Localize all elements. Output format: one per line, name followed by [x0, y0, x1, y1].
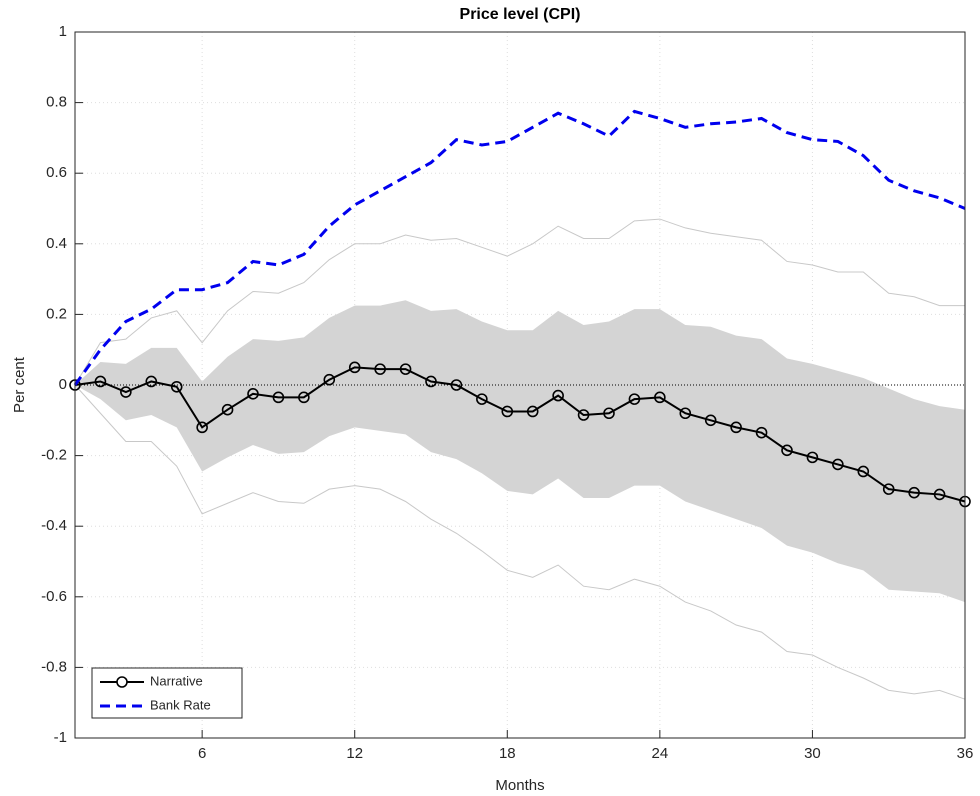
data-point: [120, 386, 132, 398]
data-point: [882, 483, 895, 495]
data-point: [425, 375, 437, 388]
y-tick-label: 0.8: [46, 94, 67, 111]
y-tick-label: -0.4: [41, 517, 67, 534]
band-line: [74, 384, 966, 700]
y-tick-label: 0: [59, 376, 67, 393]
data-point: [628, 393, 641, 405]
data-point: [577, 409, 590, 421]
data-point: [501, 405, 514, 418]
data-point: [552, 389, 564, 402]
data-point: [323, 373, 336, 386]
x-axis-label: Months: [495, 777, 544, 794]
data-point: [933, 488, 946, 501]
x-tick-label: 18: [499, 745, 516, 762]
y-tick-label: 1: [59, 23, 67, 40]
data-point: [526, 405, 539, 418]
data-point: [196, 421, 208, 434]
axes-frame: [74, 31, 966, 739]
data-point: [272, 391, 285, 404]
data-point: [221, 403, 234, 416]
data-point: [857, 465, 870, 478]
data-point: [781, 444, 793, 457]
data-point: [730, 421, 742, 434]
y-axis-label: Per cent: [11, 356, 28, 413]
data-point: [704, 414, 717, 427]
x-tick-label: 24: [652, 745, 669, 762]
data-point: [755, 426, 768, 439]
confidence-band: [75, 300, 965, 603]
y-tick-label: -0.6: [41, 588, 67, 605]
data-point: [298, 391, 310, 404]
legend-label: Narrative: [150, 673, 203, 688]
data-point: [476, 393, 488, 405]
data-point: [348, 361, 361, 374]
y-tick-label: 0.6: [46, 164, 67, 181]
data-point: [399, 363, 412, 375]
legend-label: Bank Rate: [150, 697, 211, 712]
x-tick-label: 36: [957, 745, 974, 762]
x-tick-label: 12: [346, 745, 363, 762]
y-tick-label: -0.2: [41, 447, 67, 464]
data-point: [654, 391, 666, 404]
x-tick-label: 30: [804, 745, 821, 762]
data-point: [679, 407, 692, 420]
y-tick-label: 0.2: [46, 305, 67, 322]
legend-marker: [116, 676, 128, 688]
data-point: [374, 363, 386, 375]
data-point: [94, 375, 107, 388]
y-tick-label: 0.4: [46, 235, 67, 252]
data-point: [806, 451, 819, 464]
data-point: [603, 407, 615, 420]
y-tick-label: -0.8: [41, 658, 67, 675]
x-tick-label: 6: [198, 745, 206, 762]
legend-box: [91, 667, 243, 719]
chart-title: Price level (CPI): [460, 6, 581, 23]
data-point: [170, 380, 183, 393]
band-line: [74, 218, 965, 386]
data-point: [247, 388, 259, 400]
data-point: [450, 379, 463, 391]
data-point: [832, 458, 844, 471]
y-tick-label: -1: [54, 729, 67, 746]
data-point: [908, 486, 920, 499]
data-point: [145, 375, 158, 388]
